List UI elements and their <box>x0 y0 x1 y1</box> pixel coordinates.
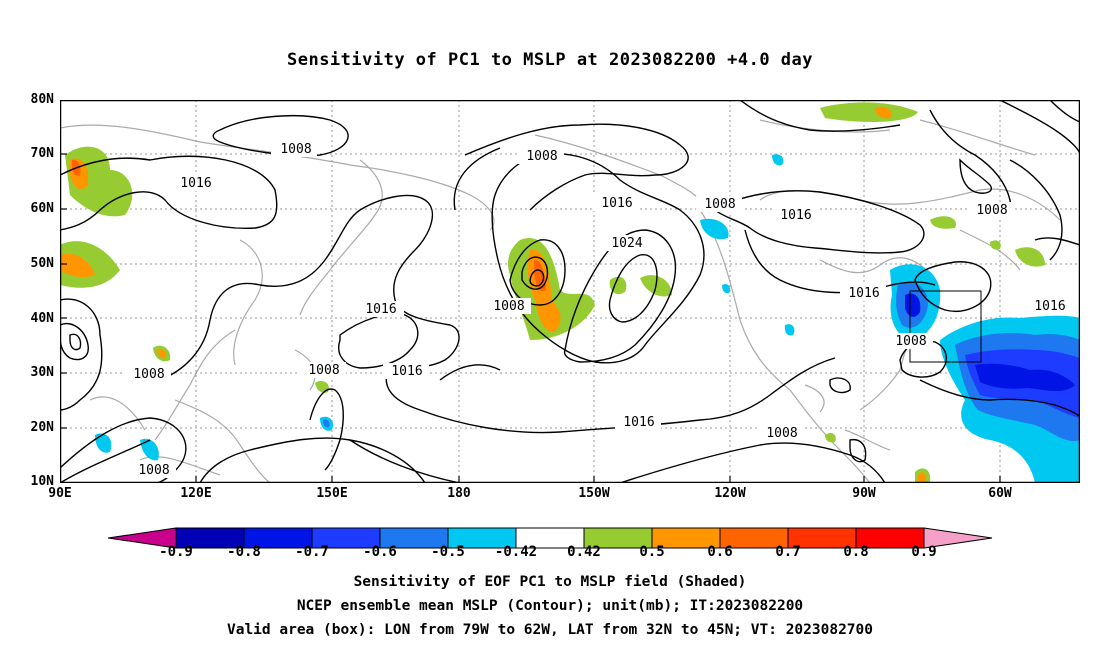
colorbar-swatch <box>448 528 516 548</box>
contour-label: 1008 <box>280 142 311 157</box>
colorbar-max-triangle <box>924 528 992 548</box>
lat-label-80n: 80N <box>30 92 54 107</box>
colorbar-swatch <box>244 528 312 548</box>
colorbar-swatch <box>788 528 856 548</box>
contour-label: 1016 <box>623 415 654 430</box>
lon-label-150w: 150W <box>578 486 610 501</box>
contour-label: 1008 <box>133 367 164 382</box>
colorbar-swatch <box>312 528 380 548</box>
contour-label: 1008 <box>526 149 557 164</box>
contour-label: 1008 <box>493 299 524 314</box>
lon-label-90e: 90E <box>48 486 72 501</box>
positive-sensitivity-shading <box>60 102 1045 483</box>
lat-label-60n: 60N <box>30 201 54 216</box>
caption-shaded: Sensitivity of EOF PC1 to MSLP field (Sh… <box>353 574 747 590</box>
colorbar-swatch <box>856 528 924 548</box>
lat-label-10n: 10N <box>30 474 54 489</box>
valid-area-box <box>909 290 982 363</box>
contour-label: 1016 <box>601 196 632 211</box>
lon-label-120w: 120W <box>714 486 746 501</box>
contour-label: 1016 <box>365 302 396 317</box>
caption-valid-area: Valid area (box): LON from 79W to 62W, L… <box>226 622 873 638</box>
colorbar-label: -0.6 <box>363 544 397 560</box>
colorbar-swatch <box>516 528 584 548</box>
colorbar-label: 0.42 <box>567 544 601 560</box>
colorbar-swatch <box>380 528 448 548</box>
colorbar-swatch <box>176 528 244 548</box>
contour-label: 1016 <box>1034 299 1065 314</box>
contour-label: 1016 <box>180 176 211 191</box>
contour-label: 1008 <box>308 363 339 378</box>
colorbar-swatch <box>584 528 652 548</box>
lat-label-20n: 20N <box>30 420 54 435</box>
map-frame <box>60 100 1080 483</box>
colorbar-label: 0.6 <box>707 544 733 560</box>
colorbar-label: -0.9 <box>159 544 193 560</box>
lat-label-40n: 40N <box>30 311 54 326</box>
contour-label: 1008 <box>766 426 797 441</box>
colorbar-label: 0.9 <box>911 544 937 560</box>
contour-label: 1016 <box>780 208 811 223</box>
axis-ticks <box>60 153 1001 483</box>
lon-label-120e: 120E <box>180 486 212 501</box>
colorbar-label: 0.7 <box>775 544 801 560</box>
contour-label: 1008 <box>976 203 1007 218</box>
contour-label: 1016 <box>848 286 879 301</box>
caption-contour: NCEP ensemble mean MSLP (Contour); unit(… <box>296 598 804 614</box>
colorbar-label: -0.5 <box>431 544 465 560</box>
contour-labels: 1008 1016 1008 1016 1024 1008 1016 1008 … <box>125 141 1072 478</box>
map-title: Sensitivity of PC1 to MSLP at 2023082200… <box>286 50 813 70</box>
contour-label: 1008 <box>138 463 169 478</box>
lon-label-60w: 60W <box>988 486 1012 501</box>
lon-label-180: 180 <box>447 486 471 501</box>
colorbar-min-triangle <box>108 528 176 548</box>
contour-label: 1008 <box>704 197 735 212</box>
colorbar-swatch <box>720 528 788 548</box>
contour-label: 1008 <box>895 334 926 349</box>
colorbar <box>108 527 993 549</box>
colorbar-swatch <box>652 528 720 548</box>
lat-label-30n: 30N <box>30 365 54 380</box>
colorbar-label: -0.8 <box>227 544 261 560</box>
contour-label: 1024 <box>611 236 642 251</box>
lon-label-150e: 150E <box>316 486 348 501</box>
contour-label: 1016 <box>391 364 422 379</box>
lat-label-50n: 50N <box>30 256 54 271</box>
colorbar-label: -0.7 <box>295 544 329 560</box>
mslp-sensitivity-map: 1008 1016 1008 1016 1024 1008 1016 1008 … <box>60 100 1080 483</box>
colorbar-label: -0.42 <box>494 544 538 560</box>
colorbar-label: 0.8 <box>843 544 869 560</box>
lon-label-90w: 90W <box>852 486 876 501</box>
colorbar-label: 0.5 <box>639 544 665 560</box>
lat-label-70n: 70N <box>30 146 54 161</box>
